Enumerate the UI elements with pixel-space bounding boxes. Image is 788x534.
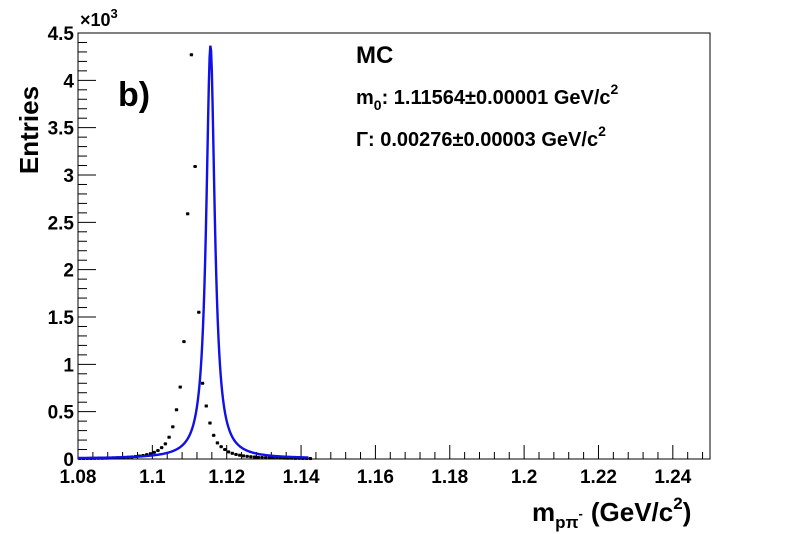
data-point [171,425,175,429]
x-tick-labels: 1.08 1.1 1.12 1.14 1.16 1.18 1.2 1.22 1.24 [60,467,692,488]
data-point [267,456,272,460]
data-point [152,450,157,454]
data-point [308,457,313,461]
x-tick-label: 1.1 [139,467,166,488]
data-point [234,452,238,456]
data-point [174,408,179,412]
data-point [260,455,264,459]
data-point [223,448,227,452]
y-multiplier: ×103 [80,6,118,30]
width-annotation: Γ: 0.00276±0.00003 GeV/c2 [356,123,606,151]
y-tick-label: 0.5 [48,403,75,424]
plot-frame [77,32,711,460]
data-point [245,454,249,458]
data-point [156,448,160,452]
y-tick-label: 4 [63,71,74,92]
data-point [278,456,283,460]
x-tick-label: 1.16 [357,467,394,488]
data-point [286,456,290,460]
data-point [263,456,268,460]
y-tick-label: 2.5 [48,213,75,234]
x-tick-label: 1.24 [654,467,691,488]
data-point [219,445,223,449]
data-point [163,442,168,446]
data-point [226,450,231,454]
data-point [215,441,220,445]
data-point [144,453,149,457]
fit-curve [78,45,309,460]
data-point [289,456,294,460]
data-point [230,451,235,455]
data-points [78,53,313,461]
data-point [256,455,261,459]
x-tick-label: 1.22 [580,467,617,488]
data-point [204,404,209,408]
x-tick-label: 1.2 [511,467,537,488]
y-tick-label: 3.5 [48,119,75,140]
mc-label: MC [356,42,393,69]
data-point [282,456,287,460]
x-tick-label: 1.12 [208,467,245,488]
data-point [271,456,275,460]
data-point [167,435,171,439]
panel-label: b) [118,76,150,114]
x-tick-label: 1.14 [283,467,320,488]
y-tick-label: 3 [63,166,74,187]
data-point [208,421,212,425]
y-tick-label: 0 [63,450,74,471]
data-point [178,385,183,389]
data-point [241,454,246,458]
data-point [249,455,253,459]
y-tick-labels: 0 0.5 1 1.5 2 2.5 3 3.5 4 4.5 [48,24,75,471]
data-point [200,381,205,385]
data-point [237,453,242,457]
data-point [193,164,197,168]
mass-annotation: m0: 1.11564±0.00001 GeV/c2 [356,81,619,113]
data-point [159,446,164,450]
x-axis-title: mpπ- (GeV/c2) [532,494,691,532]
y-tick-label: 2 [63,261,74,282]
data-point [148,452,153,456]
data-point [252,455,257,459]
data-point [185,212,190,216]
x-tick-label: 1.18 [431,467,468,488]
data-point [189,53,194,57]
data-point [197,310,201,314]
axis-ticks [77,32,704,460]
x-tick-label: 1.08 [60,467,97,488]
data-point [211,433,216,437]
data-point [275,456,279,460]
y-tick-label: 1 [63,355,74,376]
y-tick-label: 4.5 [48,24,75,45]
y-axis-title: Entries [14,86,44,174]
data-point [182,340,186,344]
y-tick-label: 1.5 [48,308,75,329]
